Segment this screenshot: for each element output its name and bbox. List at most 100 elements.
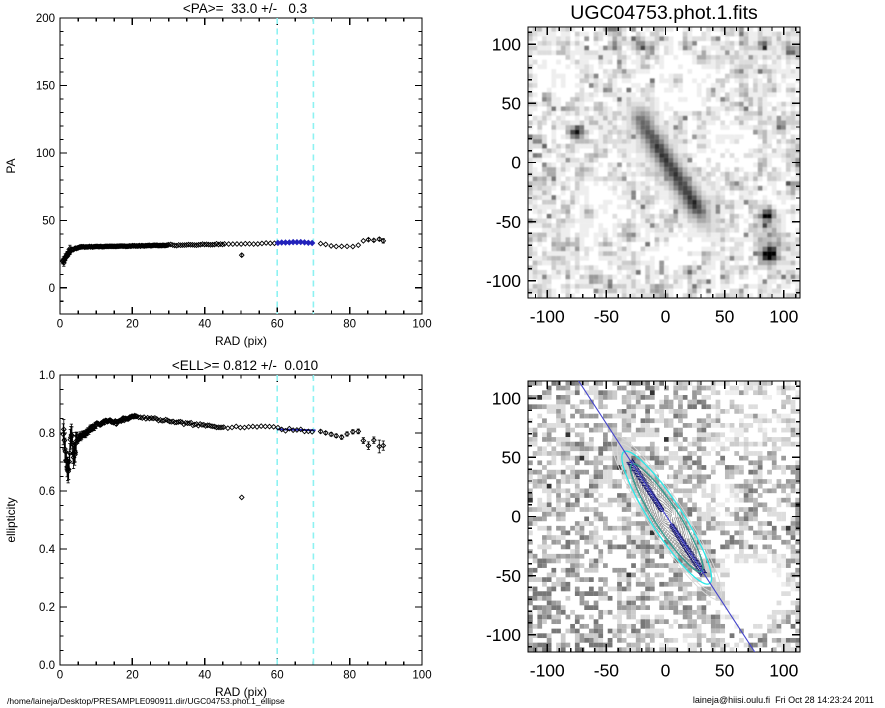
image-pixel xyxy=(528,274,533,280)
image-pixel xyxy=(715,50,721,56)
image-pixel xyxy=(706,190,711,196)
image-pixel xyxy=(645,87,650,93)
image-pixel xyxy=(664,255,669,261)
image-pixel xyxy=(753,41,758,46)
image-pixel xyxy=(720,567,726,573)
image-pixel xyxy=(762,153,768,158)
image-pixel xyxy=(724,437,730,442)
image-pixel xyxy=(678,125,683,130)
image-pixel xyxy=(692,283,697,289)
image-pixel xyxy=(785,101,791,107)
image-pixel xyxy=(631,190,636,196)
image-pixel xyxy=(532,101,538,107)
image-pixel xyxy=(753,59,758,65)
image-pixel xyxy=(781,246,786,252)
image-pixel xyxy=(776,483,782,489)
image-pixel xyxy=(570,465,575,470)
image-pixel xyxy=(635,567,641,573)
image-pixel xyxy=(790,521,796,526)
image-pixel xyxy=(649,427,655,433)
image-pixel xyxy=(771,413,777,419)
image-pixel xyxy=(654,115,660,121)
image-pixel xyxy=(542,404,547,410)
image-pixel xyxy=(729,279,735,285)
image-pixel xyxy=(739,488,744,494)
image-pixel xyxy=(664,399,669,405)
image-pixel xyxy=(668,148,674,154)
image-pixel xyxy=(668,181,674,186)
image-pixel xyxy=(706,31,711,37)
image-pixel xyxy=(645,432,650,438)
image-pixel xyxy=(720,176,726,182)
image-pixel xyxy=(739,255,744,261)
image-pixel xyxy=(528,567,533,573)
image-pixel xyxy=(603,125,608,130)
image-pixel xyxy=(687,237,693,242)
image-pixel xyxy=(748,115,754,121)
image-pixel xyxy=(598,535,604,540)
image-pixel xyxy=(565,204,571,210)
image-pixel xyxy=(706,395,711,400)
image-pixel xyxy=(584,507,590,512)
image-pixel xyxy=(593,488,599,494)
image-pixel xyxy=(603,279,608,285)
image-pixel xyxy=(607,283,613,289)
image-pixel xyxy=(720,274,726,280)
image-pixel xyxy=(668,120,674,126)
image-pixel xyxy=(556,418,561,424)
image-pixel xyxy=(579,446,585,452)
image-pixel xyxy=(781,101,786,107)
image-pixel xyxy=(776,479,782,484)
image-pixel xyxy=(532,92,538,98)
image-pixel xyxy=(687,223,693,228)
image-pixel xyxy=(673,213,679,219)
image-pixel xyxy=(724,101,730,107)
image-pixel xyxy=(706,106,711,112)
image-pixel xyxy=(729,185,735,191)
image-pixel xyxy=(762,241,768,247)
image-pixel xyxy=(687,465,693,470)
image-pixel xyxy=(645,106,650,112)
image-pixel xyxy=(753,190,758,196)
image-pixel xyxy=(696,120,702,126)
image-pixel xyxy=(574,390,580,396)
data-point-diamond xyxy=(229,241,236,248)
image-pixel xyxy=(532,181,538,186)
image-pixel xyxy=(757,111,763,116)
image-pixel xyxy=(790,134,796,140)
image-pixel xyxy=(551,148,557,154)
image-pixel xyxy=(664,549,669,554)
image-pixel xyxy=(692,227,697,233)
image-pixel xyxy=(631,148,636,154)
image-pixel xyxy=(626,469,632,475)
image-pixel xyxy=(551,474,557,480)
image-pixel xyxy=(612,483,618,489)
image-pixel xyxy=(584,115,590,121)
image-pixel xyxy=(546,395,552,400)
image-pixel xyxy=(532,516,538,522)
image-pixel xyxy=(603,525,608,531)
image-pixel xyxy=(753,241,758,247)
image-pixel xyxy=(626,553,632,559)
image-pixel xyxy=(574,237,580,242)
data-point-diamond xyxy=(380,237,387,244)
image-pixel xyxy=(532,269,538,275)
image-pixel xyxy=(631,129,636,135)
image-pixel xyxy=(743,381,749,386)
image-pixel xyxy=(720,106,726,112)
image-pixel xyxy=(767,204,772,210)
image-pixel xyxy=(692,218,697,224)
image-pixel xyxy=(757,558,763,564)
image-pixel xyxy=(739,204,744,210)
y-tick-label: 0.8 xyxy=(39,428,55,440)
image-pixel xyxy=(546,101,552,107)
data-point-diamond xyxy=(360,237,367,244)
image-pixel xyxy=(565,31,571,37)
image-pixel xyxy=(640,237,646,242)
image-pixel xyxy=(551,223,557,228)
data-point-diamond xyxy=(349,428,356,435)
image-pixel xyxy=(560,50,566,56)
image-pixel xyxy=(546,544,552,550)
image-pixel xyxy=(546,385,552,391)
image-pixel xyxy=(757,199,763,205)
